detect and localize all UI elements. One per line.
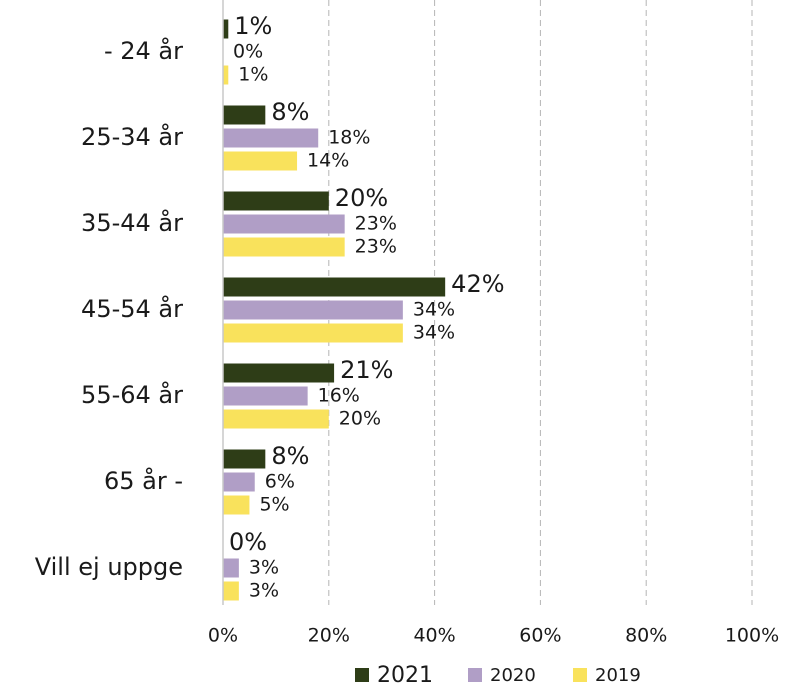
y-tick-label: 65 år - bbox=[104, 466, 183, 495]
y-tick-label: - 24 år bbox=[104, 36, 183, 65]
bar bbox=[223, 19, 229, 39]
bar bbox=[223, 65, 229, 85]
data-label: 20% bbox=[335, 184, 388, 212]
data-label: 1% bbox=[234, 12, 272, 40]
x-tick-label: 0% bbox=[208, 625, 238, 647]
x-tick-label: 60% bbox=[519, 625, 561, 647]
data-label: 8% bbox=[271, 442, 309, 470]
y-tick-label: 35-44 år bbox=[81, 208, 183, 237]
bar bbox=[223, 237, 345, 257]
data-label: 3% bbox=[249, 580, 279, 602]
bar bbox=[223, 300, 403, 320]
x-tick-label: 20% bbox=[308, 625, 350, 647]
data-label: 21% bbox=[340, 356, 393, 384]
data-label: 0% bbox=[233, 41, 263, 63]
bar bbox=[223, 409, 329, 429]
data-label: 3% bbox=[249, 557, 279, 579]
bar bbox=[223, 363, 335, 383]
x-tick-label: 40% bbox=[413, 625, 455, 647]
y-tick-label: 25-34 år bbox=[81, 122, 183, 151]
bar bbox=[223, 151, 298, 171]
data-label: 16% bbox=[318, 385, 360, 407]
data-label: 23% bbox=[355, 213, 397, 235]
bar bbox=[223, 105, 266, 125]
bar bbox=[223, 128, 319, 148]
legend-label: 2020 bbox=[490, 665, 536, 686]
legend-swatch bbox=[355, 668, 369, 682]
data-label: 14% bbox=[307, 150, 349, 172]
bar bbox=[223, 323, 403, 343]
legend-swatch bbox=[573, 668, 587, 682]
y-tick-label: 45-54 år bbox=[81, 294, 183, 323]
bar bbox=[223, 581, 239, 601]
data-label: 34% bbox=[413, 299, 455, 321]
legend-label: 2021 bbox=[377, 663, 433, 688]
data-label: 42% bbox=[451, 270, 504, 298]
data-label: 23% bbox=[355, 236, 397, 258]
bar bbox=[223, 214, 345, 234]
x-tick-label: 80% bbox=[625, 625, 667, 647]
y-tick-label: Vill ej uppge bbox=[35, 553, 183, 581]
bar bbox=[223, 558, 239, 578]
legend-swatch bbox=[468, 668, 482, 682]
data-label: 6% bbox=[265, 471, 295, 493]
x-tick-label: 100% bbox=[725, 625, 779, 647]
y-tick-label: 55-64 år bbox=[81, 380, 183, 409]
data-label: 18% bbox=[328, 127, 370, 149]
data-label: 1% bbox=[238, 64, 268, 86]
legend-label: 2019 bbox=[595, 665, 641, 686]
bar bbox=[223, 191, 329, 211]
data-label: 34% bbox=[413, 322, 455, 344]
data-label: 8% bbox=[271, 98, 309, 126]
bar bbox=[223, 386, 308, 406]
data-label: 0% bbox=[229, 528, 267, 556]
bar bbox=[223, 449, 266, 469]
bar bbox=[223, 277, 446, 297]
bar bbox=[223, 495, 250, 515]
data-label: 5% bbox=[259, 494, 289, 516]
data-label: 20% bbox=[339, 408, 381, 430]
bar bbox=[223, 472, 255, 492]
